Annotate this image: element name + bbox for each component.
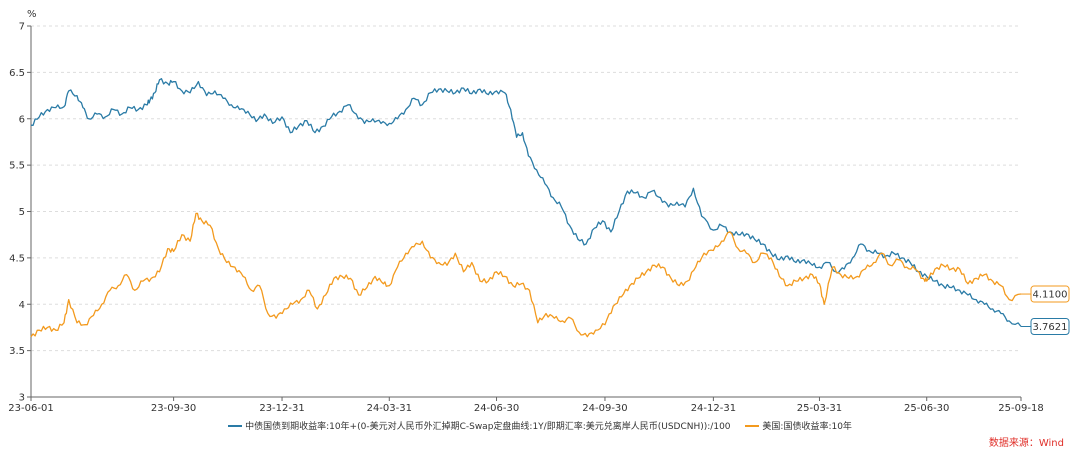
y-tick-label: 3.5 xyxy=(9,346,25,357)
y-axis-unit-label: % xyxy=(27,9,37,20)
x-tick-label: 23-09-30 xyxy=(151,403,196,414)
x-tick-label: 25-09-18 xyxy=(998,403,1043,414)
end-value-label: 3.7621 xyxy=(1033,322,1068,333)
y-tick-label: 3 xyxy=(19,393,25,404)
legend-label-cn-yield: 中债国债到期收益率:10年+(0-美元对人民币外汇掉期C-Swap定盘曲线:1Y… xyxy=(245,422,731,432)
series-line-1 xyxy=(30,212,1022,338)
y-tick-label: 6 xyxy=(19,114,25,125)
legend-item-us-yield[interactable]: 美国:国债收益率:10年 xyxy=(745,419,852,432)
chart-legend: 中债国债到期收益率:10年+(0-美元对人民币外汇掉期C-Swap定盘曲线:1Y… xyxy=(0,419,1080,432)
legend-swatch-us-yield xyxy=(745,424,760,427)
x-tick-label: 24-03-31 xyxy=(367,403,412,414)
y-tick-label: 4 xyxy=(19,300,25,311)
y-tick-label: 6.5 xyxy=(9,68,25,79)
x-tick-label: 25-06-30 xyxy=(904,403,949,414)
end-labels: 3.7621 4.1100 xyxy=(1021,285,1070,336)
x-tick-label: 23-06-01 xyxy=(8,403,53,414)
gridlines xyxy=(31,25,1021,352)
y-tick-label: 5 xyxy=(19,207,25,218)
end-label-box xyxy=(1030,318,1070,336)
x-tick-label: 24-06-30 xyxy=(474,403,519,414)
end-label-box xyxy=(1030,285,1070,303)
x-tick-label: 24-09-30 xyxy=(582,403,627,414)
axes: % 3 3.5 4 4.5 5 5.5 6 6.5 7 23-06-01 23-09-30 23-12… xyxy=(8,9,1043,414)
series-layer xyxy=(30,78,1022,338)
x-tick-label: 23-12-31 xyxy=(259,403,304,414)
legend-label-us-yield: 美国:国债收益率:10年 xyxy=(762,422,852,432)
data-source-note: 数据来源：Wind xyxy=(988,438,1064,449)
y-tick-label: 5.5 xyxy=(9,161,25,172)
end-value-label: 4.1100 xyxy=(1033,290,1068,301)
y-tick-label: 4.5 xyxy=(9,253,25,264)
y-tick-label: 7 xyxy=(19,22,25,33)
series-line-0 xyxy=(30,78,1022,327)
x-tick-label: 24-12-31 xyxy=(691,403,736,414)
legend-swatch-cn-yield xyxy=(228,424,243,427)
x-tick-label: 25-03-31 xyxy=(797,403,842,414)
legend-item-cn-yield[interactable]: 中债国债到期收益率:10年+(0-美元对人民币外汇掉期C-Swap定盘曲线:1Y… xyxy=(228,419,731,432)
